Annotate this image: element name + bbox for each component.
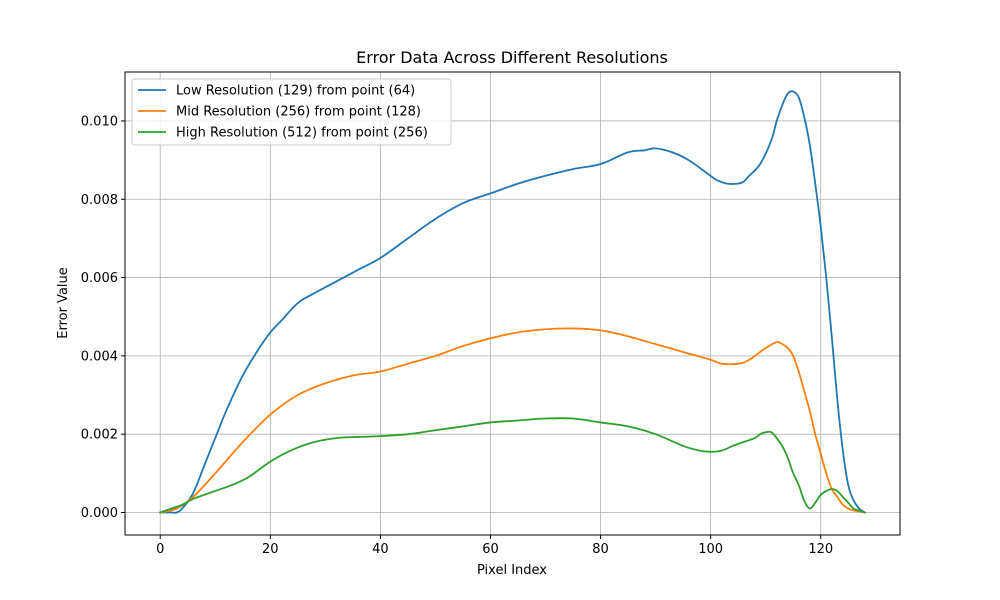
x-tick-label: 0 xyxy=(156,542,164,557)
y-axis-label: Error Value xyxy=(56,267,71,339)
series-line-3 xyxy=(159,417,866,514)
legend-label-3: High Resolution (512) from point (256) xyxy=(176,126,428,141)
y-tick-label: 0.006 xyxy=(81,271,118,286)
y-tick-label: 0.000 xyxy=(81,506,118,521)
axes-frame xyxy=(124,71,901,536)
x-tick-label: 20 xyxy=(262,542,279,557)
ticks: 0 20 40 60 80 100 120 0.000 0.002 0.004 0.006 0.008… xyxy=(81,114,833,557)
legend-label-1: Low Resolution (129) from point (64) xyxy=(176,84,415,99)
series-layer xyxy=(159,90,867,514)
chart-title: Error Data Across Different Resolutions xyxy=(356,48,668,67)
x-tick-label: 100 xyxy=(698,542,723,557)
series-line-2 xyxy=(159,327,866,514)
legend-box xyxy=(131,78,452,146)
grid xyxy=(125,72,900,535)
legend: Low Resolution (129) from point (64) Mid … xyxy=(131,78,452,146)
series-line-1 xyxy=(159,90,867,514)
x-tick-label: 120 xyxy=(808,542,833,557)
y-tick-label: 0.010 xyxy=(81,114,118,129)
legend-label-2: Mid Resolution (256) from point (128) xyxy=(176,105,421,120)
y-tick-label: 0.004 xyxy=(81,349,118,364)
y-tick-label: 0.002 xyxy=(81,428,118,443)
x-tick-label: 60 xyxy=(482,542,499,557)
x-tick-label: 40 xyxy=(372,542,389,557)
y-tick-label: 0.008 xyxy=(81,193,118,208)
x-tick-label: 80 xyxy=(592,542,609,557)
x-axis-label: Pixel Index xyxy=(477,563,547,578)
